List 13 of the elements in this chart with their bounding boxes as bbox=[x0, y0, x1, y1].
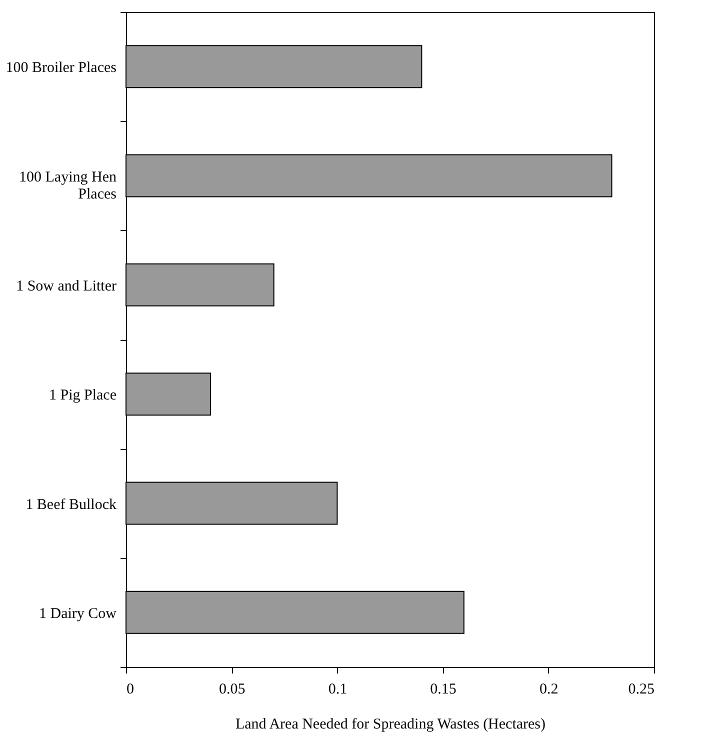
x-tick-label: 0.15 bbox=[430, 682, 456, 698]
y-tick-label: 1 Pig Place bbox=[49, 388, 117, 404]
y-tick-label: 1 Beef Bullock bbox=[26, 496, 117, 513]
x-tick-label: 0.05 bbox=[218, 682, 246, 698]
x-tick-label: 0.1 bbox=[328, 682, 348, 698]
y-tick-label: 1 Dairy Cow bbox=[39, 606, 117, 622]
y-tick-label: 100 Broiler Places bbox=[6, 60, 117, 76]
x-tick-label: 0 bbox=[126, 682, 134, 698]
y-tick-label: 1 Sow and Litter bbox=[16, 278, 116, 294]
x-tick-label: 0.25 bbox=[628, 682, 654, 698]
y-tick-label: 100 Laying Hen Places bbox=[19, 169, 117, 202]
x-axis-title: Land Area Needed for Spreading Wastes (Hectares) bbox=[235, 716, 546, 732]
x-tick-label: 0.2 bbox=[540, 682, 558, 698]
